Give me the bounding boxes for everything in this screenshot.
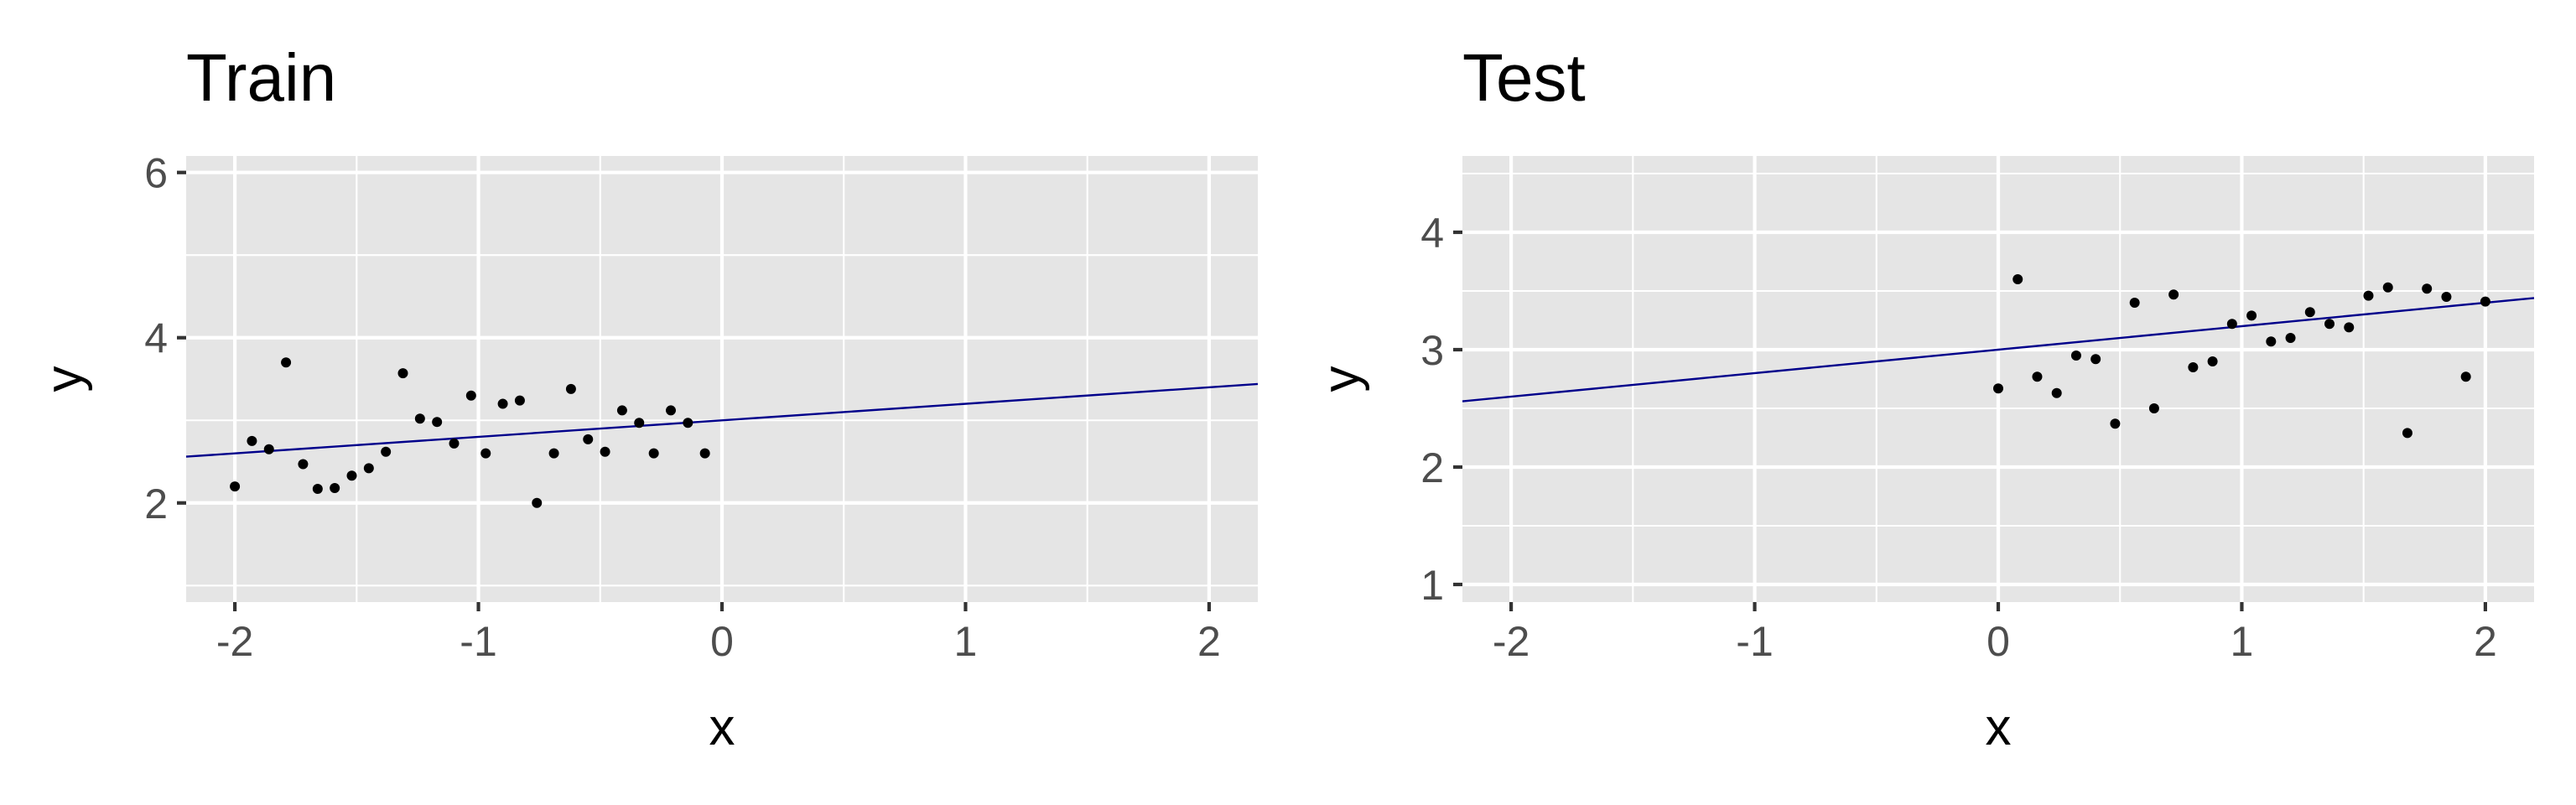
data-point xyxy=(616,405,627,416)
data-point xyxy=(281,357,292,368)
data-point xyxy=(381,446,392,457)
y-tick-label: 1 xyxy=(1420,562,1444,609)
x-axis-title: x xyxy=(709,699,735,756)
panel-test: -2 -1 0 1 2 1 2 3 4 Test x y xyxy=(1312,40,2535,756)
data-point xyxy=(298,459,309,470)
data-point xyxy=(432,417,443,428)
y-axis-title: y xyxy=(1312,366,1370,392)
x-tick-label: -1 xyxy=(1736,618,1773,665)
data-point xyxy=(346,470,357,481)
data-point xyxy=(2032,371,2043,382)
data-point xyxy=(2207,356,2218,366)
data-point xyxy=(2402,428,2412,439)
data-point xyxy=(683,418,693,428)
data-point xyxy=(465,390,476,401)
data-point xyxy=(548,448,559,459)
x-tick-label: 1 xyxy=(2231,618,2254,665)
panel-title: Test xyxy=(1462,40,1586,115)
data-point xyxy=(532,497,543,508)
data-point xyxy=(449,438,460,449)
x-tick-label: 2 xyxy=(1197,618,1221,665)
fit-line xyxy=(1462,297,2535,402)
data-point xyxy=(634,418,645,428)
data-point xyxy=(247,435,257,446)
x-tick-label: -1 xyxy=(460,618,496,665)
x-tick-label: 2 xyxy=(2474,618,2497,665)
data-point xyxy=(2304,307,2315,318)
y-tick-label: 2 xyxy=(144,480,168,527)
data-point xyxy=(397,368,408,379)
y-tick-label: 2 xyxy=(1420,444,1444,491)
panel-train: -2 -1 0 1 2 2 4 6 Train x y xyxy=(35,40,1259,756)
panel-title: Train xyxy=(186,40,336,115)
y-tick-label: 3 xyxy=(1420,327,1444,374)
data-point xyxy=(480,448,491,459)
data-point xyxy=(666,405,677,416)
data-point xyxy=(414,413,425,424)
data-point xyxy=(699,448,710,459)
fit-line xyxy=(185,382,1259,458)
data-point xyxy=(497,398,508,409)
data-point xyxy=(648,448,659,459)
data-point xyxy=(2460,371,2471,382)
data-point xyxy=(565,383,576,394)
y-axis-title: y xyxy=(35,366,93,392)
data-point xyxy=(263,444,274,454)
y-tick-label: 6 xyxy=(144,150,168,197)
data-point xyxy=(2148,403,2159,413)
data-point xyxy=(2285,333,2296,343)
x-axis-title: x xyxy=(1986,699,2012,756)
data-point xyxy=(230,481,241,492)
data-point xyxy=(2324,319,2335,330)
data-point xyxy=(600,446,610,457)
data-point xyxy=(2090,354,2101,365)
data-point xyxy=(2246,310,2257,321)
data-point xyxy=(2226,319,2237,330)
data-point xyxy=(312,484,323,495)
x-tick-label: 1 xyxy=(954,618,978,665)
data-point xyxy=(514,395,525,406)
x-tick-label: 0 xyxy=(710,618,734,665)
x-tick-label: -2 xyxy=(1493,618,1530,665)
data-point xyxy=(2344,322,2355,333)
y-tick-label: 4 xyxy=(144,315,168,362)
x-tick-label: 0 xyxy=(1987,618,2010,665)
data-point xyxy=(2480,296,2490,307)
data-point xyxy=(1993,383,2003,394)
data-point xyxy=(2382,282,2393,293)
data-point xyxy=(2110,418,2121,429)
data-point xyxy=(330,483,340,494)
data-point xyxy=(2441,292,2452,302)
data-point xyxy=(2012,274,2023,284)
data-point xyxy=(2129,298,2140,308)
data-point xyxy=(2070,351,2081,361)
x-tick-label: -2 xyxy=(216,618,253,665)
data-point xyxy=(2188,362,2199,372)
data-point xyxy=(2422,283,2433,294)
data-point xyxy=(2363,290,2374,301)
data-point xyxy=(2266,336,2277,347)
data-point xyxy=(2168,289,2179,300)
data-point xyxy=(363,463,374,474)
data-point xyxy=(583,434,594,444)
data-point xyxy=(2051,387,2062,398)
y-tick-label: 4 xyxy=(1420,210,1444,257)
